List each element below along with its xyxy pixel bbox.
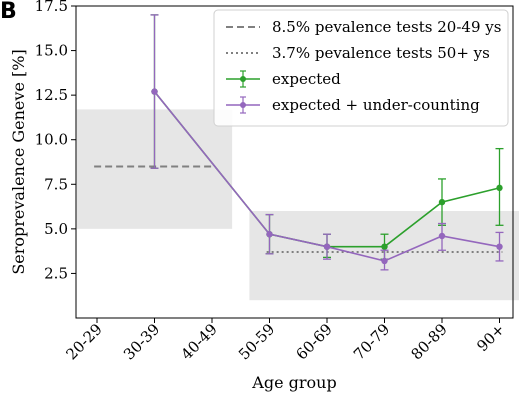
y-tick-label-3: 10.0: [35, 131, 68, 149]
x-axis-ticks: 20-29 30-39 40-49 50-59 60-69 70-79 80-89 90+: [63, 318, 508, 363]
x-tick-label-4: 60-69: [293, 320, 336, 363]
y-tick-label-2: 7.5: [44, 175, 68, 193]
data-point-1-2: [323, 243, 331, 250]
y-tick-label-1: 5.0: [44, 220, 68, 238]
legend-label-0: 8.5% pevalence tests 20-49 ys: [272, 18, 501, 36]
panel-letter: B: [0, 0, 17, 24]
legend-box: [213, 9, 509, 127]
y-axis-label: Seroprevalence Geneve [%]: [9, 49, 28, 274]
x-tick-label-7: 90+: [473, 320, 508, 355]
series-layer: [150, 14, 504, 271]
legend-swatch-marker-2: [240, 76, 246, 82]
legend-label-1: 3.7% pevalence tests 50+ ys: [272, 44, 490, 62]
x-tick-label-1: 30-39: [120, 320, 163, 363]
x-tick-label-5: 70-79: [350, 320, 393, 363]
bands-layer: [76, 109, 519, 301]
data-point-1-1: [266, 231, 273, 238]
series-line-1: [153, 91, 500, 262]
y-tick-label-4: 12.5: [35, 86, 68, 104]
data-point-0-3: [381, 243, 388, 250]
x-tick-label-6: 80-89: [408, 320, 451, 363]
legend-label-3: expected + under-counting: [272, 96, 480, 114]
x-tick-label-3: 50-59: [235, 320, 278, 363]
y-tick-label-6: 17.5: [35, 0, 68, 15]
data-point-1-4: [438, 232, 446, 240]
x-axis-label: Age group: [251, 373, 336, 392]
y-axis-ticks: 2.5 5.0 7.5 10.0 12.5 15.0 17.5: [35, 0, 76, 282]
y-tick-label-0: 2.5: [44, 264, 68, 282]
plot-frame: [75, 5, 514, 319]
data-point-1-5: [496, 243, 503, 250]
legend-label-2: expected: [272, 70, 341, 88]
data-point-1-0: [151, 88, 158, 95]
data-point-0-4: [438, 198, 446, 206]
data-point-1-3: [381, 257, 388, 265]
x-tick-label-2: 40-49: [178, 320, 221, 363]
series-1: [150, 14, 504, 271]
x-tick-label-0: 20-29: [63, 320, 106, 363]
legend: 8.5% pevalence tests 20-49 ys 3.7% pevale…: [213, 9, 509, 127]
y-tick-label-5: 15.0: [35, 42, 68, 60]
legend-swatch-marker-3: [240, 102, 246, 108]
data-point-0-5: [496, 184, 503, 192]
